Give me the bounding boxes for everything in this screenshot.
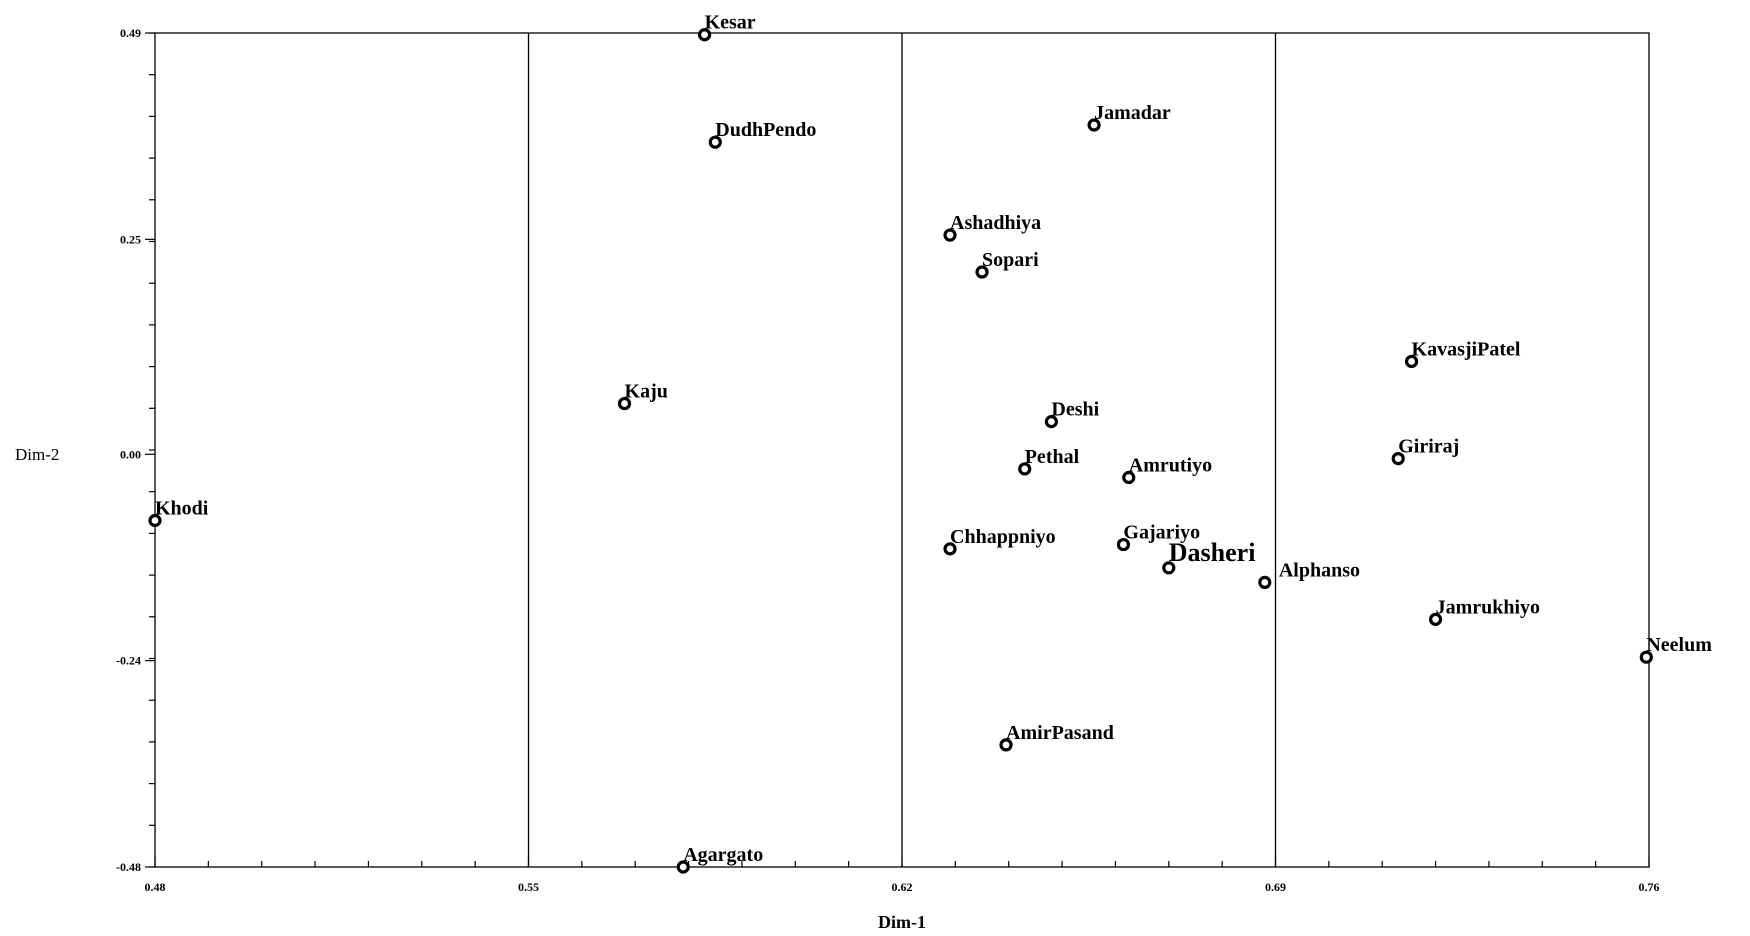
y-axis-title: Dim-2: [15, 445, 59, 464]
x-tick-label: 0.76: [1639, 880, 1660, 894]
point-label-giriraj: Giriraj: [1398, 436, 1459, 458]
point-label-khodi: Khodi: [155, 498, 209, 520]
point-label-dasheri: Dasheri: [1169, 538, 1256, 567]
y-axis: -0.48 -0.24 0.00 0.25 0.49: [116, 26, 155, 874]
point-label-jamrukhiyo: Jamrukhiyo: [1436, 596, 1540, 618]
x-axis-title: Dim-1: [878, 912, 926, 932]
point-label-ashadhiya: Ashadhiya: [950, 212, 1041, 234]
data-points: Kesar DudhPendo Jamadar Ashadhiya Sopari Kava…: [150, 12, 1712, 872]
y-tick-label: 0.00: [120, 447, 141, 461]
x-axis: 0.48 0.55 0.62 0.69 0.76: [145, 857, 1660, 894]
point-label-kaju: Kaju: [625, 381, 668, 403]
y-tick-label: -0.24: [116, 654, 141, 668]
point-label-amirpasand: AmirPasand: [1006, 722, 1114, 744]
point-label-amrutiyo: Amrutiyo: [1129, 455, 1212, 477]
x-tick-label: 0.62: [892, 880, 913, 894]
point-label-neelum: Neelum: [1646, 634, 1712, 656]
point-label-kesar: Kesar: [705, 12, 756, 34]
x-tick-label: 0.69: [1265, 880, 1286, 894]
x-tick-label: 0.55: [518, 880, 539, 894]
point-alphanso: [1260, 577, 1270, 587]
y-tick-label: 0.49: [120, 26, 141, 40]
gridlines: [529, 33, 1276, 867]
point-label-agargato: Agargato: [683, 844, 763, 866]
point-label-sopari: Sopari: [982, 249, 1039, 271]
point-label-deshi: Deshi: [1051, 399, 1099, 421]
point-label-chhappniyo: Chhappniyo: [950, 526, 1056, 548]
x-tick-label: 0.48: [145, 880, 166, 894]
point-label-dudhpendo: DudhPendo: [715, 119, 816, 141]
point-label-jamadar: Jamadar: [1094, 102, 1171, 124]
point-label-pethal: Pethal: [1025, 446, 1080, 468]
y-tick-label: -0.48: [116, 860, 141, 874]
point-label-kavasjipatel: KavasjiPatel: [1412, 338, 1521, 360]
point-label-alphanso: Alphanso: [1279, 559, 1360, 581]
y-tick-label: 0.25: [120, 232, 141, 246]
